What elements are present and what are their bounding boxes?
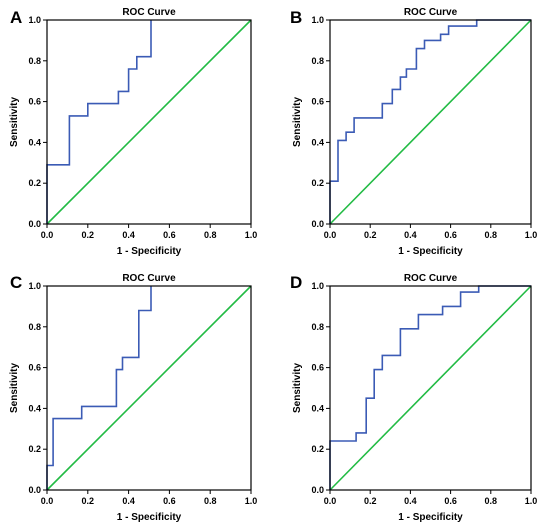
y-tick-label: 0.4	[311, 137, 324, 147]
y-tick-label: 0.6	[311, 97, 324, 107]
chart-title: ROC Curve	[122, 273, 176, 284]
y-tick-label: 0.2	[311, 444, 324, 454]
y-tick-label: 0.6	[311, 363, 324, 373]
y-tick-label: 0.8	[28, 322, 41, 332]
panel-label-d: D	[290, 273, 302, 292]
chart-title: ROC Curve	[404, 273, 458, 284]
x-axis-label: 1 - Specificity	[398, 512, 463, 523]
y-tick-label: 1.0	[311, 281, 324, 291]
y-tick-label: 0.2	[311, 178, 324, 188]
x-tick-label: 0.0	[41, 496, 54, 506]
x-tick-label: 0.4	[404, 230, 417, 240]
x-tick-label: 0.6	[444, 230, 457, 240]
x-tick-label: 0.0	[324, 496, 337, 506]
plot-frame	[329, 285, 532, 491]
chart-title: ROC Curve	[404, 7, 458, 18]
y-axis-label: Sensitivity	[292, 363, 303, 413]
x-tick-label: 0.4	[122, 230, 135, 240]
x-tick-label: 0.0	[41, 230, 54, 240]
y-tick-label: 0.0	[311, 485, 324, 495]
x-tick-label: 0.8	[485, 230, 498, 240]
y-tick-label: 0.4	[28, 403, 41, 413]
y-tick-label: 0.4	[311, 403, 324, 413]
plot-frame	[46, 19, 252, 225]
reference-line	[329, 19, 532, 225]
x-tick-label: 0.6	[163, 230, 176, 240]
x-tick-label: 0.4	[404, 496, 417, 506]
y-tick-label: 0.2	[28, 178, 41, 188]
y-tick-label: 0.8	[311, 56, 324, 66]
y-tick-label: 1.0	[28, 15, 41, 25]
reference-line	[46, 285, 252, 491]
roc-curve	[46, 286, 152, 490]
x-tick-label: 0.4	[122, 496, 135, 506]
y-tick-label: 0.0	[28, 219, 41, 229]
x-axis-label: 1 - Specificity	[117, 512, 182, 523]
y-tick-label: 0.0	[28, 485, 41, 495]
roc-curve	[329, 285, 531, 490]
x-tick-label: 0.0	[324, 230, 337, 240]
y-tick-label: 0.0	[311, 219, 324, 229]
x-tick-label: 1.0	[245, 230, 258, 240]
x-tick-label: 0.6	[444, 496, 457, 506]
x-tick-label: 0.8	[204, 496, 217, 506]
x-tick-label: 1.0	[525, 496, 538, 506]
plot-frame	[329, 19, 532, 225]
x-tick-label: 0.6	[163, 496, 176, 506]
y-tick-label: 0.6	[28, 363, 41, 373]
y-tick-label: 0.4	[28, 137, 41, 147]
chart-title: ROC Curve	[122, 7, 176, 18]
y-tick-label: 0.8	[28, 56, 41, 66]
x-tick-label: 0.2	[364, 496, 377, 506]
roc-curve	[46, 20, 152, 224]
y-tick-label: 0.2	[28, 444, 41, 454]
x-tick-label: 1.0	[245, 496, 258, 506]
panel-label-b: B	[290, 8, 302, 27]
x-tick-label: 0.2	[82, 496, 95, 506]
roc-curve	[329, 19, 531, 224]
x-tick-label: 0.2	[364, 230, 377, 240]
y-tick-label: 0.8	[311, 322, 324, 332]
y-axis-label: Sensitivity	[9, 363, 20, 413]
y-axis-label: Sensitivity	[9, 97, 20, 147]
x-tick-label: 0.2	[82, 230, 95, 240]
x-axis-label: 1 - Specificity	[117, 246, 182, 257]
reference-line	[329, 285, 532, 491]
plot-frame	[46, 285, 252, 491]
y-tick-label: 0.6	[28, 97, 41, 107]
x-tick-label: 0.8	[485, 496, 498, 506]
x-axis-label: 1 - Specificity	[398, 246, 463, 257]
panel-label-a: A	[10, 8, 22, 27]
y-axis-label: Sensitivity	[292, 97, 303, 147]
x-tick-label: 1.0	[525, 230, 538, 240]
y-tick-label: 1.0	[28, 281, 41, 291]
x-tick-label: 0.8	[204, 230, 217, 240]
panel-label-c: C	[10, 273, 22, 292]
reference-line	[46, 19, 252, 225]
y-tick-label: 1.0	[311, 15, 324, 25]
